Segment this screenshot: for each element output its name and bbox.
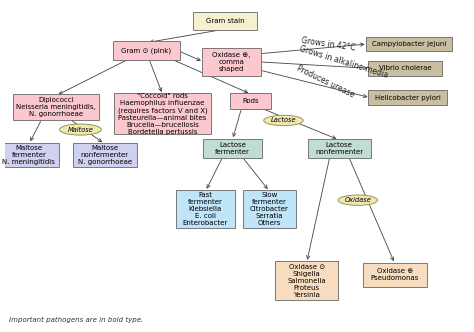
Text: Grows in 42°C: Grows in 42°C <box>301 37 356 53</box>
Text: Maltose: Maltose <box>67 126 93 132</box>
Text: Grows in alkaline media: Grows in alkaline media <box>298 44 389 80</box>
Ellipse shape <box>264 115 303 125</box>
Text: Maltose
nonfermenter
N. gonorrhoeae: Maltose nonfermenter N. gonorrhoeae <box>78 145 132 165</box>
FancyBboxPatch shape <box>193 12 257 30</box>
Text: Slow
fermenter
Citrobacter
Serratia
Others: Slow fermenter Citrobacter Serratia Othe… <box>250 192 289 226</box>
FancyBboxPatch shape <box>368 61 442 76</box>
Text: Maltose
fermenter
N. meningitidis: Maltose fermenter N. meningitidis <box>2 145 55 165</box>
FancyBboxPatch shape <box>113 42 180 60</box>
Text: "Coccoid" rods
Haemophilus influenzae
(requires factors V and X)
Pasteurella—ani: "Coccoid" rods Haemophilus influenzae (r… <box>118 93 208 135</box>
Ellipse shape <box>60 124 101 135</box>
FancyBboxPatch shape <box>114 93 211 134</box>
Text: Oxidase ⊙
Shigella
Salmonella
Proteus
Yersinia: Oxidase ⊙ Shigella Salmonella Proteus Ye… <box>287 264 326 297</box>
Text: Vibrio cholerae: Vibrio cholerae <box>379 65 431 71</box>
FancyBboxPatch shape <box>308 139 371 158</box>
Text: Helicobacter pylori: Helicobacter pylori <box>375 95 441 101</box>
Text: Lactose
fermenter: Lactose fermenter <box>215 142 250 155</box>
FancyBboxPatch shape <box>73 142 137 167</box>
Text: Important pathogens are in bold type.: Important pathogens are in bold type. <box>9 317 144 323</box>
Text: Diplococci
Neisseria meningitidis,
N. gonorrhoeae: Diplococci Neisseria meningitidis, N. go… <box>16 97 96 118</box>
FancyBboxPatch shape <box>202 48 261 76</box>
Text: Fast
fermenter
Klebsiella
E. coli
Enterobacter: Fast fermenter Klebsiella E. coli Entero… <box>183 192 228 226</box>
Ellipse shape <box>338 195 377 206</box>
FancyBboxPatch shape <box>368 90 447 105</box>
Text: Lactose
nonfermenter: Lactose nonfermenter <box>315 142 363 155</box>
Text: Gram stain: Gram stain <box>206 18 245 24</box>
Text: Produces urease: Produces urease <box>295 64 356 100</box>
FancyBboxPatch shape <box>365 37 452 51</box>
FancyBboxPatch shape <box>243 190 296 228</box>
FancyBboxPatch shape <box>0 142 59 167</box>
Text: Oxidase ⊕
Pseudomonas: Oxidase ⊕ Pseudomonas <box>371 269 419 282</box>
FancyBboxPatch shape <box>275 261 338 300</box>
Text: Campylobacter jejuni: Campylobacter jejuni <box>372 41 446 47</box>
Text: Oxidase ⊕,
comma
shaped: Oxidase ⊕, comma shaped <box>212 52 251 72</box>
Text: Gram ⊙ (pink): Gram ⊙ (pink) <box>121 47 172 54</box>
FancyBboxPatch shape <box>230 93 272 109</box>
Text: Rods: Rods <box>243 98 259 104</box>
FancyBboxPatch shape <box>13 94 99 121</box>
FancyBboxPatch shape <box>364 263 427 288</box>
FancyBboxPatch shape <box>176 190 235 228</box>
FancyBboxPatch shape <box>203 139 262 158</box>
Text: Lactose: Lactose <box>271 118 296 124</box>
Text: Oxidase: Oxidase <box>344 197 371 203</box>
